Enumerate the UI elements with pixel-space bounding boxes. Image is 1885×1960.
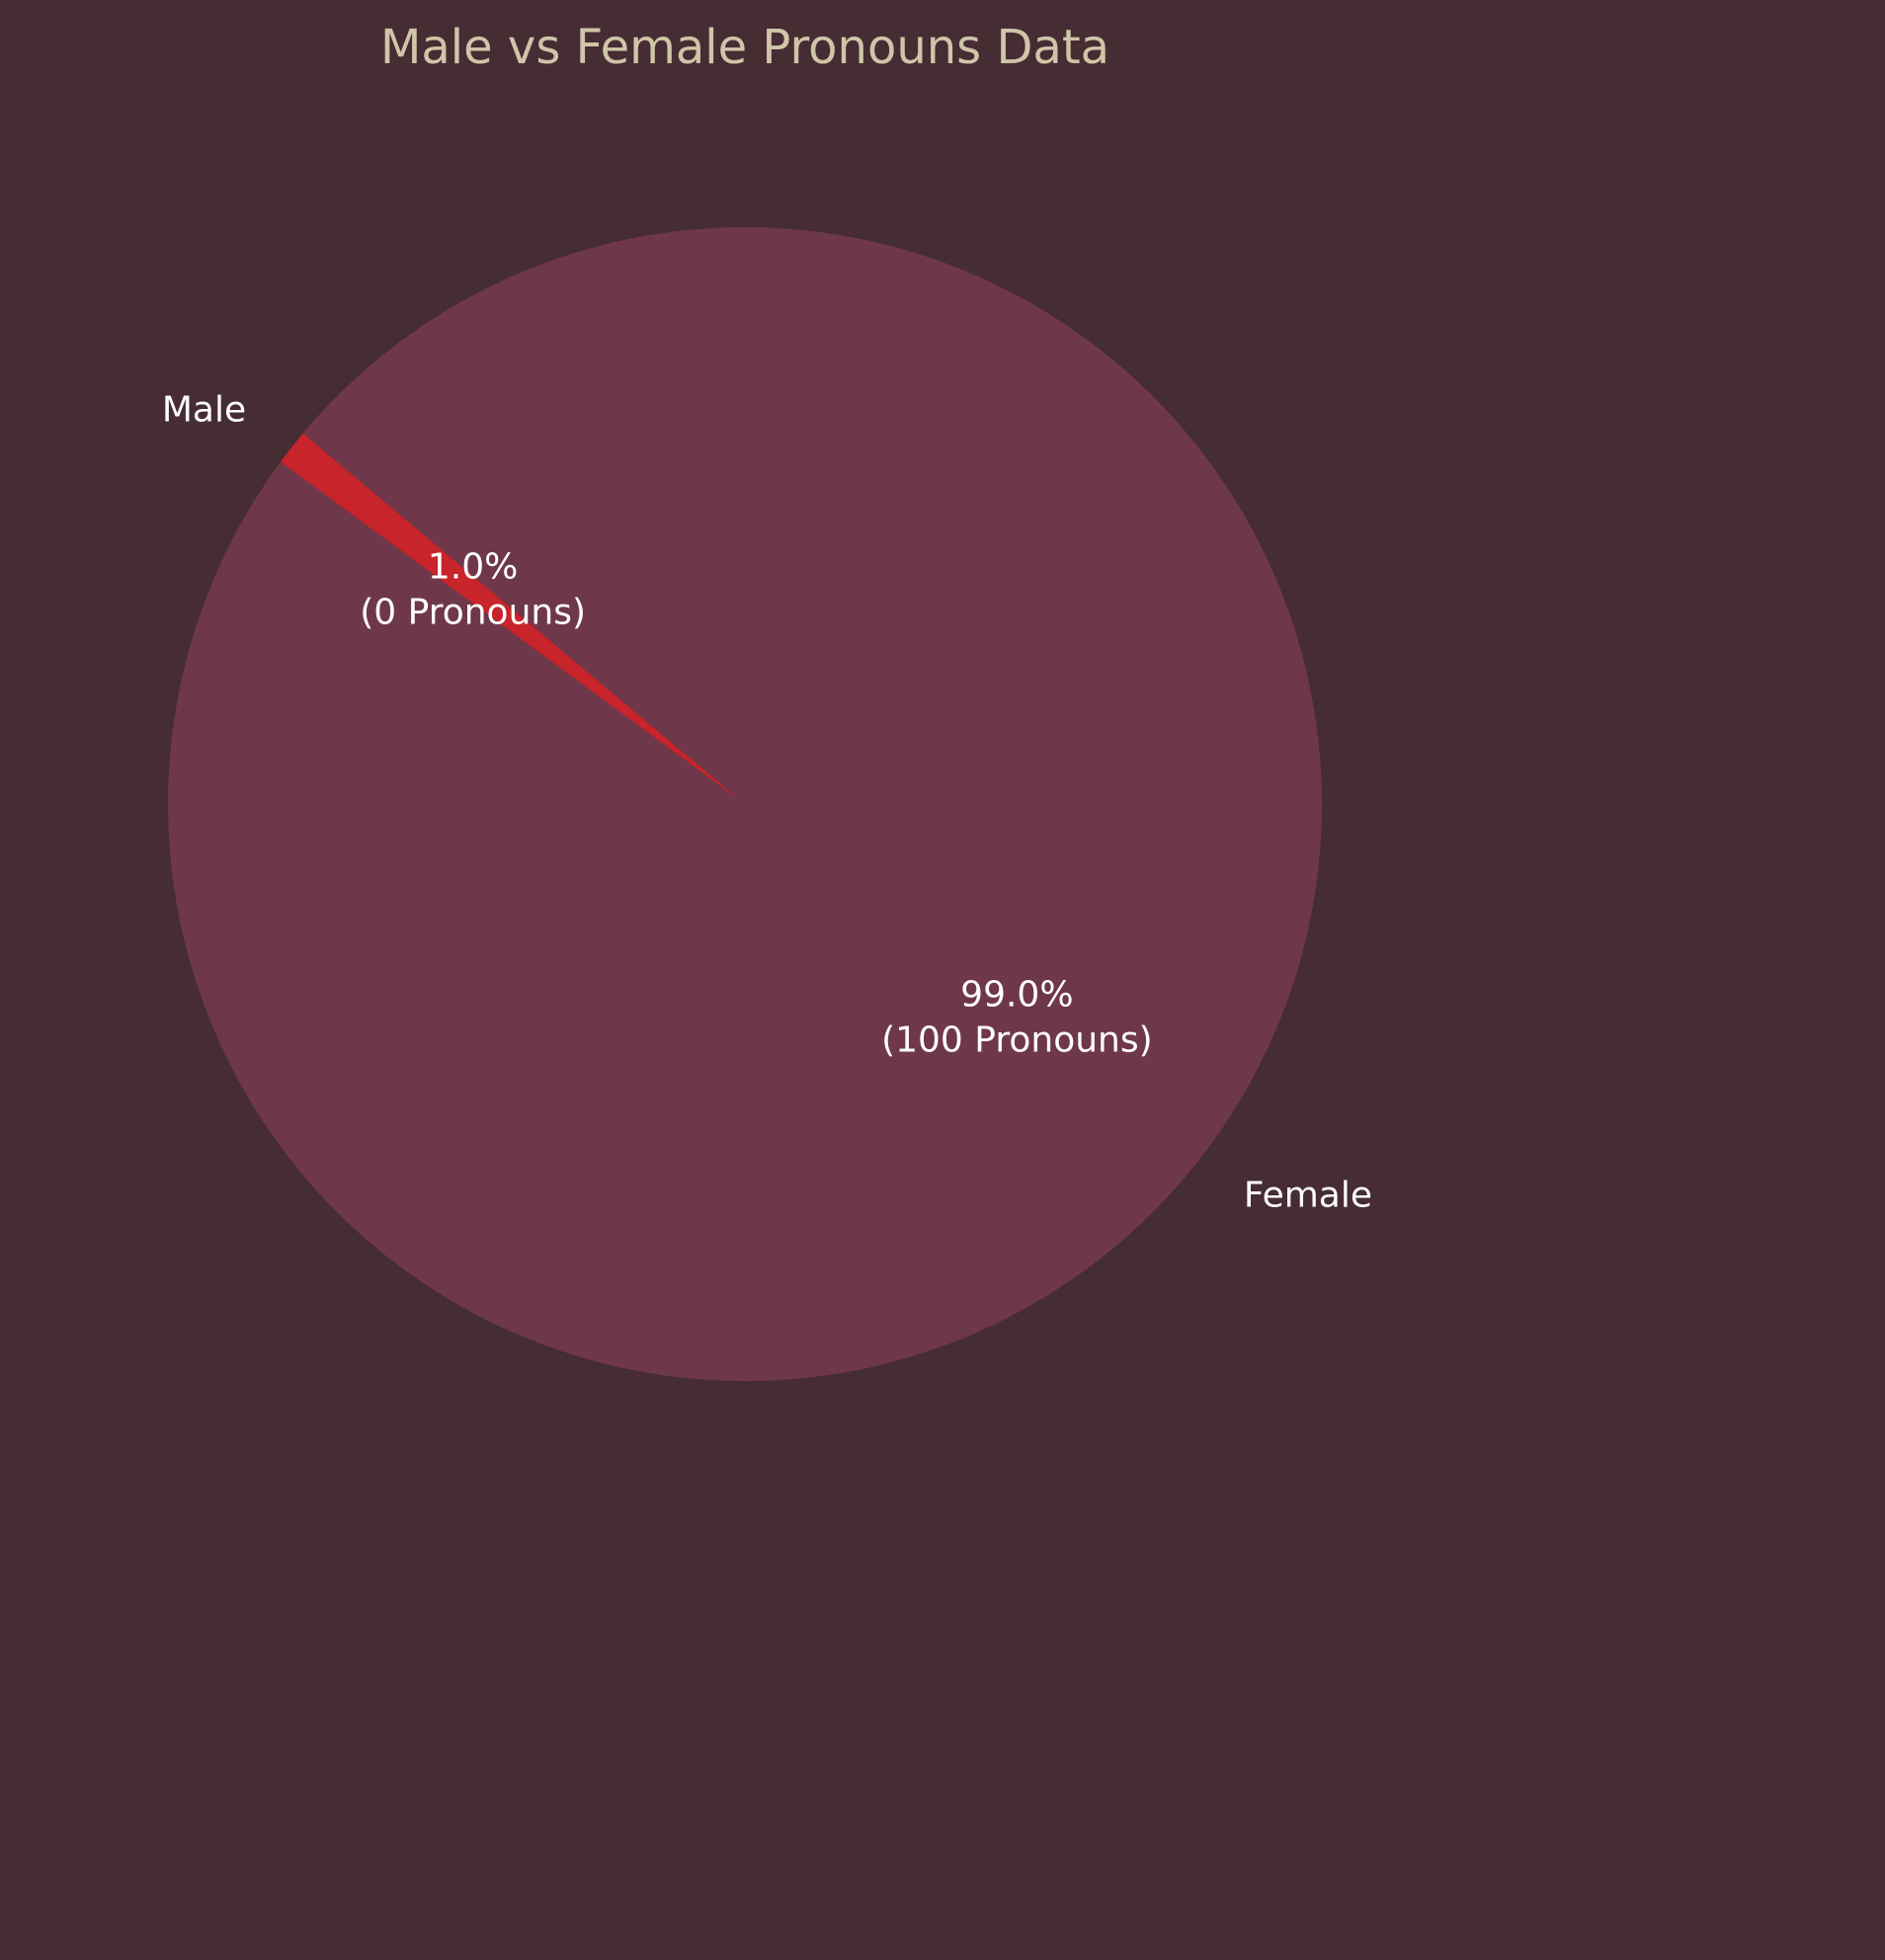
percent-label-female: 99.0% [960, 975, 1073, 1016]
pie-chart: Male vs Female Pronouns Data Male 1.0% (0 … [162, 20, 1372, 1381]
chart-title: Male vs Female Pronouns Data [380, 20, 1109, 75]
chart-container: Male vs Female Pronouns Data Male 1.0% (0 … [162, 20, 1372, 1381]
count-label-male: (0 Pronouns) [360, 592, 586, 632]
pie-slice-male [280, 433, 745, 804]
slice-label-male: Male [162, 390, 246, 431]
pie-slices [168, 226, 1323, 1381]
count-label-female: (100 Pronouns) [881, 1021, 1153, 1061]
slice-label-female: Female [1244, 1175, 1372, 1215]
pie-slice-female [168, 226, 1323, 1381]
percent-label-male: 1.0% [428, 546, 518, 587]
pie-labels: Male 1.0% (0 Pronouns) Female 99.0% (100 Pron… [162, 390, 1372, 1216]
